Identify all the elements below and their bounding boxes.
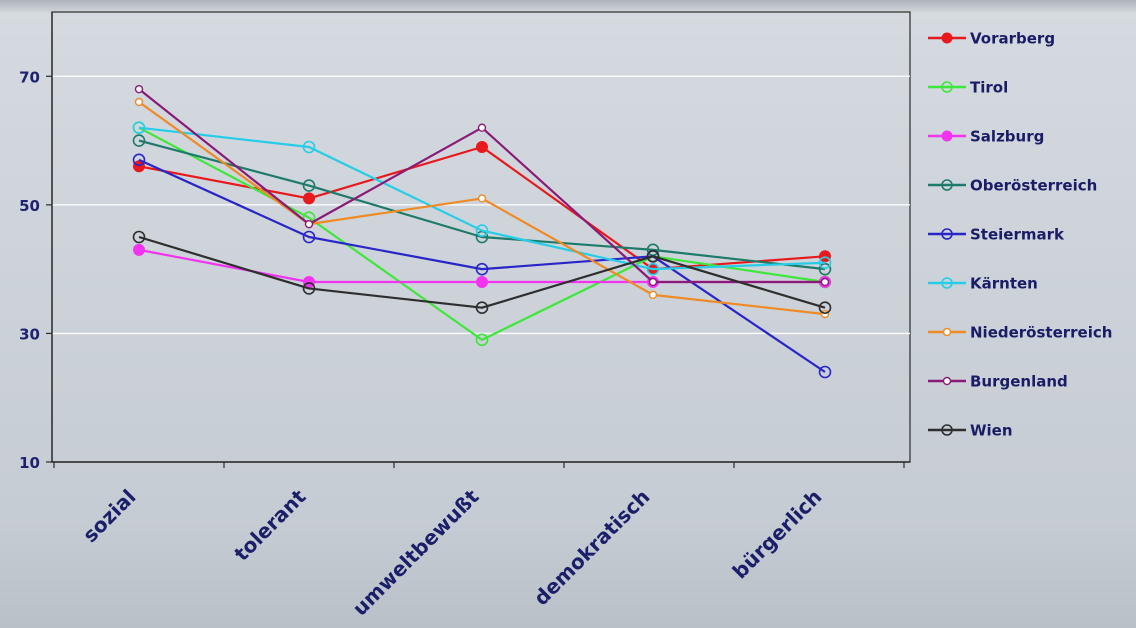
legend-label: Kärnten bbox=[970, 275, 1038, 293]
legend-swatch-marker bbox=[941, 32, 953, 44]
data-point bbox=[818, 301, 832, 315]
data-point bbox=[475, 333, 489, 347]
x-category-label: demokratisch bbox=[529, 485, 655, 611]
data-point bbox=[475, 301, 489, 315]
legend-swatch-marker bbox=[941, 228, 953, 240]
data-point bbox=[476, 141, 488, 153]
series-line bbox=[138, 126, 826, 341]
legend-swatch-marker bbox=[941, 130, 953, 142]
data-point bbox=[820, 309, 830, 319]
x-category-labels: sozial tolerant umweltbewußt demokratisch bü… bbox=[78, 484, 827, 620]
series-line bbox=[138, 235, 826, 309]
series-layer bbox=[132, 84, 832, 379]
data-point bbox=[132, 121, 146, 135]
legend-label: Niederösterreich bbox=[970, 324, 1112, 342]
y-tick-labels: 10 30 50 70 bbox=[19, 68, 40, 472]
data-point bbox=[302, 179, 316, 192]
data-point bbox=[820, 277, 830, 287]
series-line bbox=[138, 158, 826, 373]
data-point bbox=[302, 282, 316, 295]
legend-label: Salzburg bbox=[970, 128, 1044, 146]
data-point bbox=[134, 84, 144, 94]
series-line bbox=[138, 139, 826, 271]
data-point bbox=[134, 97, 144, 107]
legend: Vorarberg Tirol Salzburg Oberösterreich Stei… bbox=[928, 30, 1112, 440]
data-point bbox=[648, 290, 658, 300]
data-point bbox=[302, 230, 316, 244]
y-tick-label: 10 bbox=[19, 454, 40, 472]
legend-label: Vorarberg bbox=[970, 30, 1055, 48]
x-category-label: sozial bbox=[78, 485, 141, 548]
legend-label: Steiermark bbox=[970, 226, 1065, 244]
x-category-label: umweltbewußt bbox=[348, 484, 484, 620]
y-tick-label: 30 bbox=[19, 325, 40, 343]
data-point bbox=[304, 219, 314, 229]
data-point bbox=[648, 277, 658, 287]
legend-swatch-marker bbox=[941, 81, 953, 93]
legend-swatch-marker bbox=[941, 179, 953, 191]
data-point bbox=[819, 250, 831, 263]
x-category-label: tolerant bbox=[229, 484, 311, 566]
data-point bbox=[646, 262, 660, 276]
legend-label: Burgenland bbox=[970, 373, 1068, 391]
legend-label: Oberösterreich bbox=[970, 177, 1097, 195]
axes bbox=[46, 12, 910, 468]
data-point bbox=[132, 134, 146, 147]
data-point bbox=[476, 276, 488, 288]
data-point bbox=[133, 243, 145, 256]
data-point bbox=[303, 192, 315, 205]
data-point bbox=[646, 249, 660, 263]
legend-swatch-marker bbox=[941, 277, 953, 289]
legend-label: Tirol bbox=[970, 79, 1008, 97]
legend-swatch-marker bbox=[942, 376, 952, 386]
data-point bbox=[477, 123, 487, 132]
series-line bbox=[138, 145, 826, 271]
data-point bbox=[302, 140, 316, 154]
legend-swatch-marker bbox=[942, 327, 952, 337]
data-point bbox=[818, 365, 832, 379]
data-point bbox=[132, 153, 146, 167]
legend-label: Wien bbox=[970, 422, 1013, 440]
data-point bbox=[475, 262, 489, 276]
data-point bbox=[132, 230, 146, 244]
data-point bbox=[477, 194, 487, 203]
legend-swatch-marker bbox=[941, 424, 953, 436]
data-point bbox=[303, 276, 315, 288]
x-category-label: bürgerlich bbox=[728, 485, 827, 584]
y-tick-label: 50 bbox=[19, 197, 40, 215]
y-tick-label: 70 bbox=[19, 68, 40, 86]
series-line bbox=[138, 126, 826, 271]
data-point bbox=[475, 224, 489, 237]
data-point bbox=[818, 256, 832, 270]
